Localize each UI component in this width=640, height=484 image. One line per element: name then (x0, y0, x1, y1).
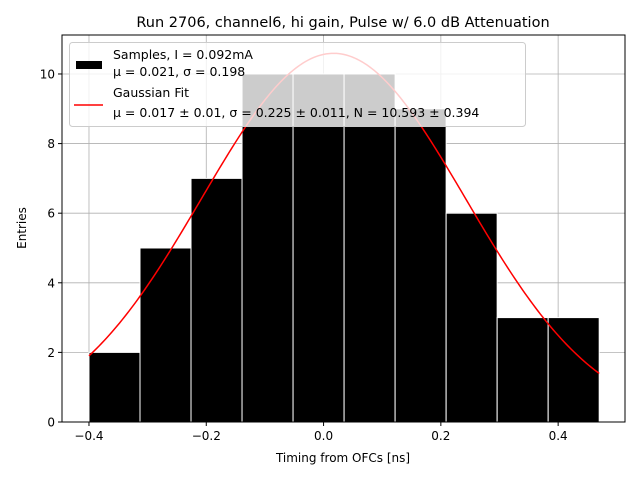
histogram-bar (190, 177, 243, 423)
histogram-bar (496, 317, 549, 423)
x-tick-label: 0.0 (314, 429, 333, 443)
histogram-bar (445, 212, 498, 423)
legend-fit-line2: μ = 0.017 ± 0.01, σ = 0.225 ± 0.011, N =… (113, 105, 479, 120)
x-tick-label: −0.4 (74, 429, 103, 443)
y-axis-label: Entries (15, 207, 29, 249)
legend-samples-line2: μ = 0.021, σ = 0.198 (113, 64, 245, 79)
legend-samples-line1: Samples, I = 0.092mA (113, 47, 253, 62)
legend: Samples, I = 0.092mA μ = 0.021, σ = 0.19… (69, 42, 526, 127)
x-axis-label: Timing from OFCs [ns] (275, 451, 410, 465)
histogram-bar (547, 317, 600, 423)
plot-frame (61, 34, 626, 423)
legend-box (69, 42, 526, 127)
y-tick-label: 4 (47, 276, 55, 290)
x-ticks: −0.4 −0.2 0.0 0.2 0.4 (74, 422, 568, 443)
histogram-bar (241, 73, 294, 423)
y-tick-label: 10 (40, 67, 55, 81)
bars (88, 73, 600, 423)
x-tick-label: 0.4 (549, 429, 568, 443)
y-tick-label: 6 (47, 207, 55, 221)
y-ticks: 0 2 4 6 8 10 (40, 67, 62, 430)
x-tick-label: 0.2 (431, 429, 450, 443)
y-tick-label: 0 (47, 416, 55, 430)
legend-fit-line1: Gaussian Fit (113, 85, 189, 100)
histogram-bar (394, 108, 447, 423)
y-tick-label: 8 (47, 137, 55, 151)
x-tick-label: −0.2 (192, 429, 221, 443)
histogram-bar (292, 73, 345, 423)
chart-title: Run 2706, channel6, hi gain, Pulse w/ 6.… (136, 15, 549, 31)
histogram-bar (139, 247, 192, 423)
legend-samples-swatch (76, 61, 102, 69)
y-tick-label: 2 (47, 346, 55, 360)
histogram-bar (88, 351, 141, 423)
